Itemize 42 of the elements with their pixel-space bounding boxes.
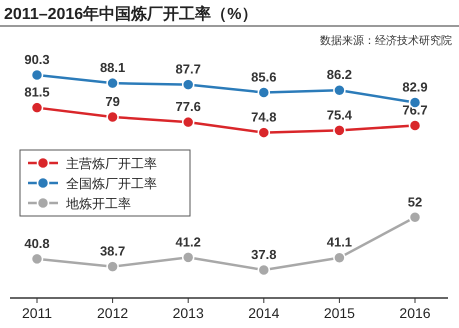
legend-label: 主营炼厂开工率 bbox=[66, 156, 157, 171]
data-label: 38.7 bbox=[100, 244, 126, 259]
point bbox=[30, 68, 44, 82]
point bbox=[258, 126, 270, 139]
data-label: 88.1 bbox=[100, 60, 126, 76]
point bbox=[106, 260, 119, 273]
x-tick-label: 2011 bbox=[22, 305, 52, 321]
x-tick-label: 2012 bbox=[97, 305, 128, 321]
data-label: 41.1 bbox=[326, 234, 352, 250]
point bbox=[258, 264, 270, 276]
data-label: 81.5 bbox=[24, 84, 50, 100]
legend-label: 地炼开工率 bbox=[65, 196, 131, 211]
point bbox=[408, 119, 422, 132]
point bbox=[30, 101, 44, 114]
x-tick-label: 2014 bbox=[248, 305, 280, 321]
x-tick-label: 2013 bbox=[172, 305, 204, 321]
point bbox=[182, 116, 194, 128]
data-label: 75.4 bbox=[326, 107, 353, 122]
point bbox=[106, 76, 119, 90]
chart-title: 2011–2016年中国炼厂开工率（%） bbox=[4, 4, 258, 23]
point bbox=[182, 78, 194, 91]
data-label: 74.8 bbox=[251, 110, 276, 125]
legend-label: 全国炼厂开工率 bbox=[66, 176, 157, 191]
data-label: 90.3 bbox=[24, 52, 50, 67]
x-tick-label: 2015 bbox=[324, 305, 356, 321]
data-label: 79 bbox=[105, 94, 120, 109]
data-label: 37.8 bbox=[251, 247, 276, 262]
point bbox=[106, 110, 119, 124]
x-tick-label: 2016 bbox=[399, 305, 431, 321]
data-label: 40.8 bbox=[24, 236, 50, 251]
data-label: 86.2 bbox=[326, 67, 352, 82]
point bbox=[333, 124, 346, 137]
data-label: 77.6 bbox=[176, 99, 201, 114]
point bbox=[30, 252, 44, 266]
source-note: 数据来源：经济技术研究院 bbox=[320, 34, 452, 47]
data-label: 85.6 bbox=[251, 69, 276, 84]
data-label: 52 bbox=[408, 194, 422, 210]
data-label: 41.2 bbox=[176, 234, 201, 250]
point bbox=[258, 86, 270, 99]
data-label: 87.7 bbox=[176, 62, 201, 77]
data-label: 82.9 bbox=[402, 79, 428, 94]
point bbox=[182, 251, 194, 264]
